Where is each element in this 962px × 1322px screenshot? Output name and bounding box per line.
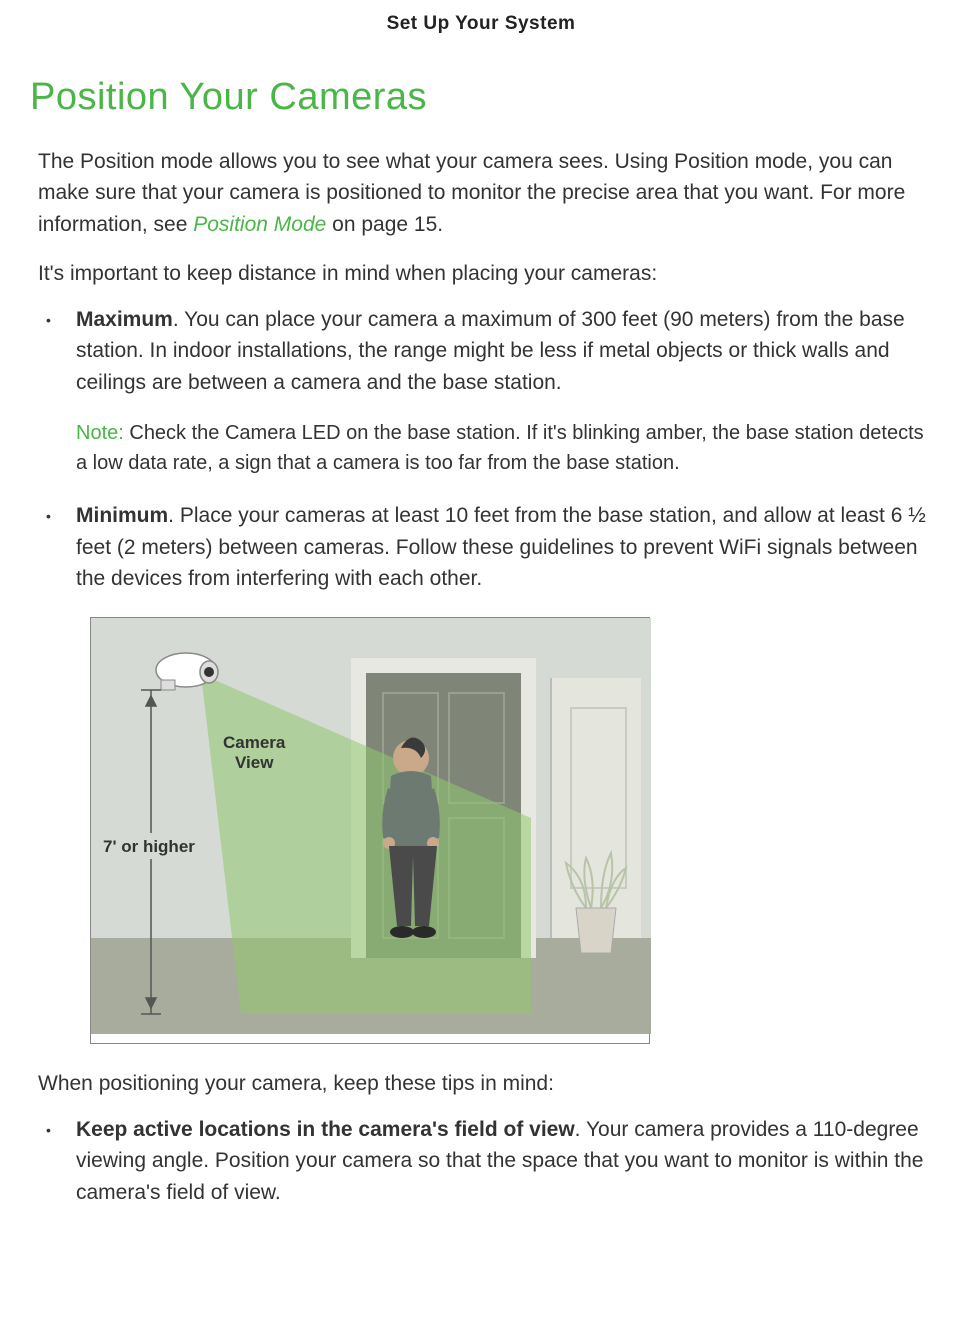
note-label: Note: [76,422,124,444]
bullet-label: Minimum [76,504,168,527]
intro-paragraph: The Position mode allows you to see what… [38,146,932,241]
bullet-minimum: Minimum. Place your cameras at least 10 … [38,500,932,595]
distance-text: It's important to keep distance in mind … [38,258,932,290]
bullet-maximum: Maximum. You can place your camera a max… [38,304,932,479]
page-header: Set Up Your System [30,10,932,39]
note-text: Check the Camera LED on the base station… [76,422,924,474]
bullet-field-of-view: Keep active locations in the camera's fi… [38,1114,932,1209]
bullet-text: . You can place your camera a maximum of… [76,308,905,394]
bullet-text: . Place your cameras at least 10 feet fr… [76,504,926,590]
position-mode-link[interactable]: Position Mode [193,213,326,236]
tips-intro: When positioning your camera, keep these… [38,1068,932,1100]
distance-bullets: Maximum. You can place your camera a max… [38,304,932,595]
note-block: Note: Check the Camera LED on the base s… [76,418,932,478]
tips-bullets: Keep active locations in the camera's fi… [38,1114,932,1209]
bullet-label: Maximum [76,308,173,331]
bullet-label: Keep active locations in the camera's fi… [76,1118,575,1141]
section-title: Position Your Cameras [30,69,932,126]
camera-view-diagram: 7' or higher Camera View [90,617,650,1045]
intro-text-3: on page 15. [326,213,443,236]
diagram-camera-label-2: View [235,753,274,772]
intro-lead: The [38,150,74,173]
diagram-camera-label-1: Camera [223,733,286,752]
diagram-dimension-label: 7' or higher [103,837,195,856]
